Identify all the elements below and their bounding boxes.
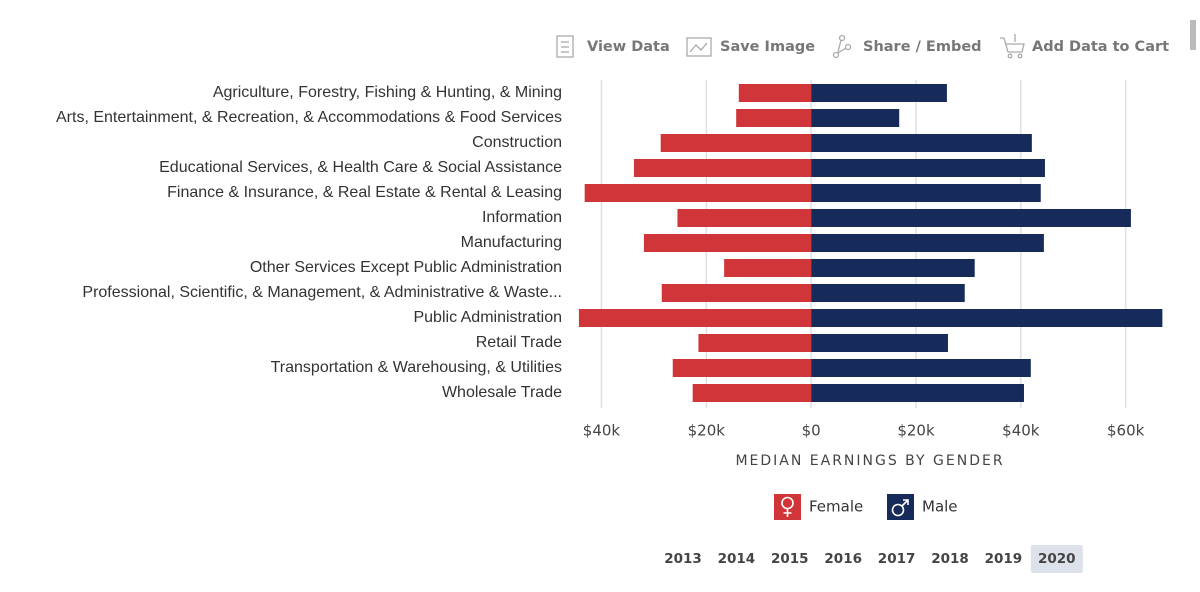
year-option[interactable]: 2019 [985,551,1023,567]
bar [584,184,812,202]
bar [811,384,1024,402]
category-label: Construction [472,134,562,151]
x-tick-label: $20k [688,422,726,440]
bar [698,334,812,352]
bar [811,84,947,102]
category-label: Information [482,209,562,226]
bar [811,134,1032,152]
category-label: Educational Services, & Health Care & So… [159,159,562,176]
bar [811,184,1041,202]
bar [578,309,812,327]
year-option[interactable]: 2018 [931,551,969,567]
bar [811,109,900,127]
category-label: Agriculture, Forestry, Fishing & Hunting… [213,84,562,101]
bar [738,84,812,102]
legend-icon [901,499,909,507]
legend-label: Male [922,498,958,516]
toolbar-button[interactable]: Save Image [720,39,815,55]
toolbar-button[interactable]: Share / Embed [863,39,982,55]
category-label: Professional, Scientific, & Management, … [82,284,562,301]
toolbar-button[interactable]: Add Data to Cart [1032,39,1169,55]
bar [811,159,1045,177]
x-tick-label: $20k [897,422,935,440]
bar [661,284,812,302]
legend-icon [783,508,792,517]
legend-swatch [887,494,914,520]
category-label: Other Services Except Public Administrat… [250,259,562,276]
x-tick-label: $40k [1002,422,1040,440]
year-selected-bg [1030,545,1083,573]
x-tick-label: $60k [1107,422,1145,440]
bar [643,234,812,252]
scrollbar [1190,20,1196,50]
category-label: Finance & Insurance, & Real Estate & Ren… [167,184,562,201]
bar [633,159,812,177]
category-label: Wholesale Trade [442,384,562,401]
bar [811,309,1163,327]
year-option[interactable]: 2017 [878,551,916,567]
bar [811,209,1131,227]
x-tick-label: $40k [583,422,621,440]
bar [811,334,948,352]
bar [811,259,975,277]
bar [724,259,812,277]
toolbar-icons [556,34,1025,59]
legend-icon [891,503,905,517]
x-axis-label: MEDIAN EARNINGS BY GENDER [735,453,1004,469]
bar [811,359,1031,377]
legend-label: Female [809,498,863,516]
year-option[interactable]: 2013 [664,551,702,567]
year-option[interactable]: 2020 [1038,551,1076,567]
year-option[interactable]: 2016 [824,551,862,567]
category-label: Public Administration [413,309,562,326]
bar [677,209,812,227]
bar [660,134,812,152]
category-label: Manufacturing [461,234,562,251]
toolbar-button[interactable]: View Data [587,39,670,55]
bar [692,384,812,402]
x-tick-label: $0 [802,422,821,440]
bar [736,109,812,127]
bar [811,234,1044,252]
category-label: Arts, Entertainment, & Recreation, & Acc… [56,109,562,126]
category-label: Transportation & Warehousing, & Utilitie… [271,359,562,376]
bar [811,284,965,302]
year-option[interactable]: 2014 [718,551,756,567]
category-label: Retail Trade [476,334,562,351]
bar [672,359,812,377]
year-option[interactable]: 2015 [771,551,809,567]
